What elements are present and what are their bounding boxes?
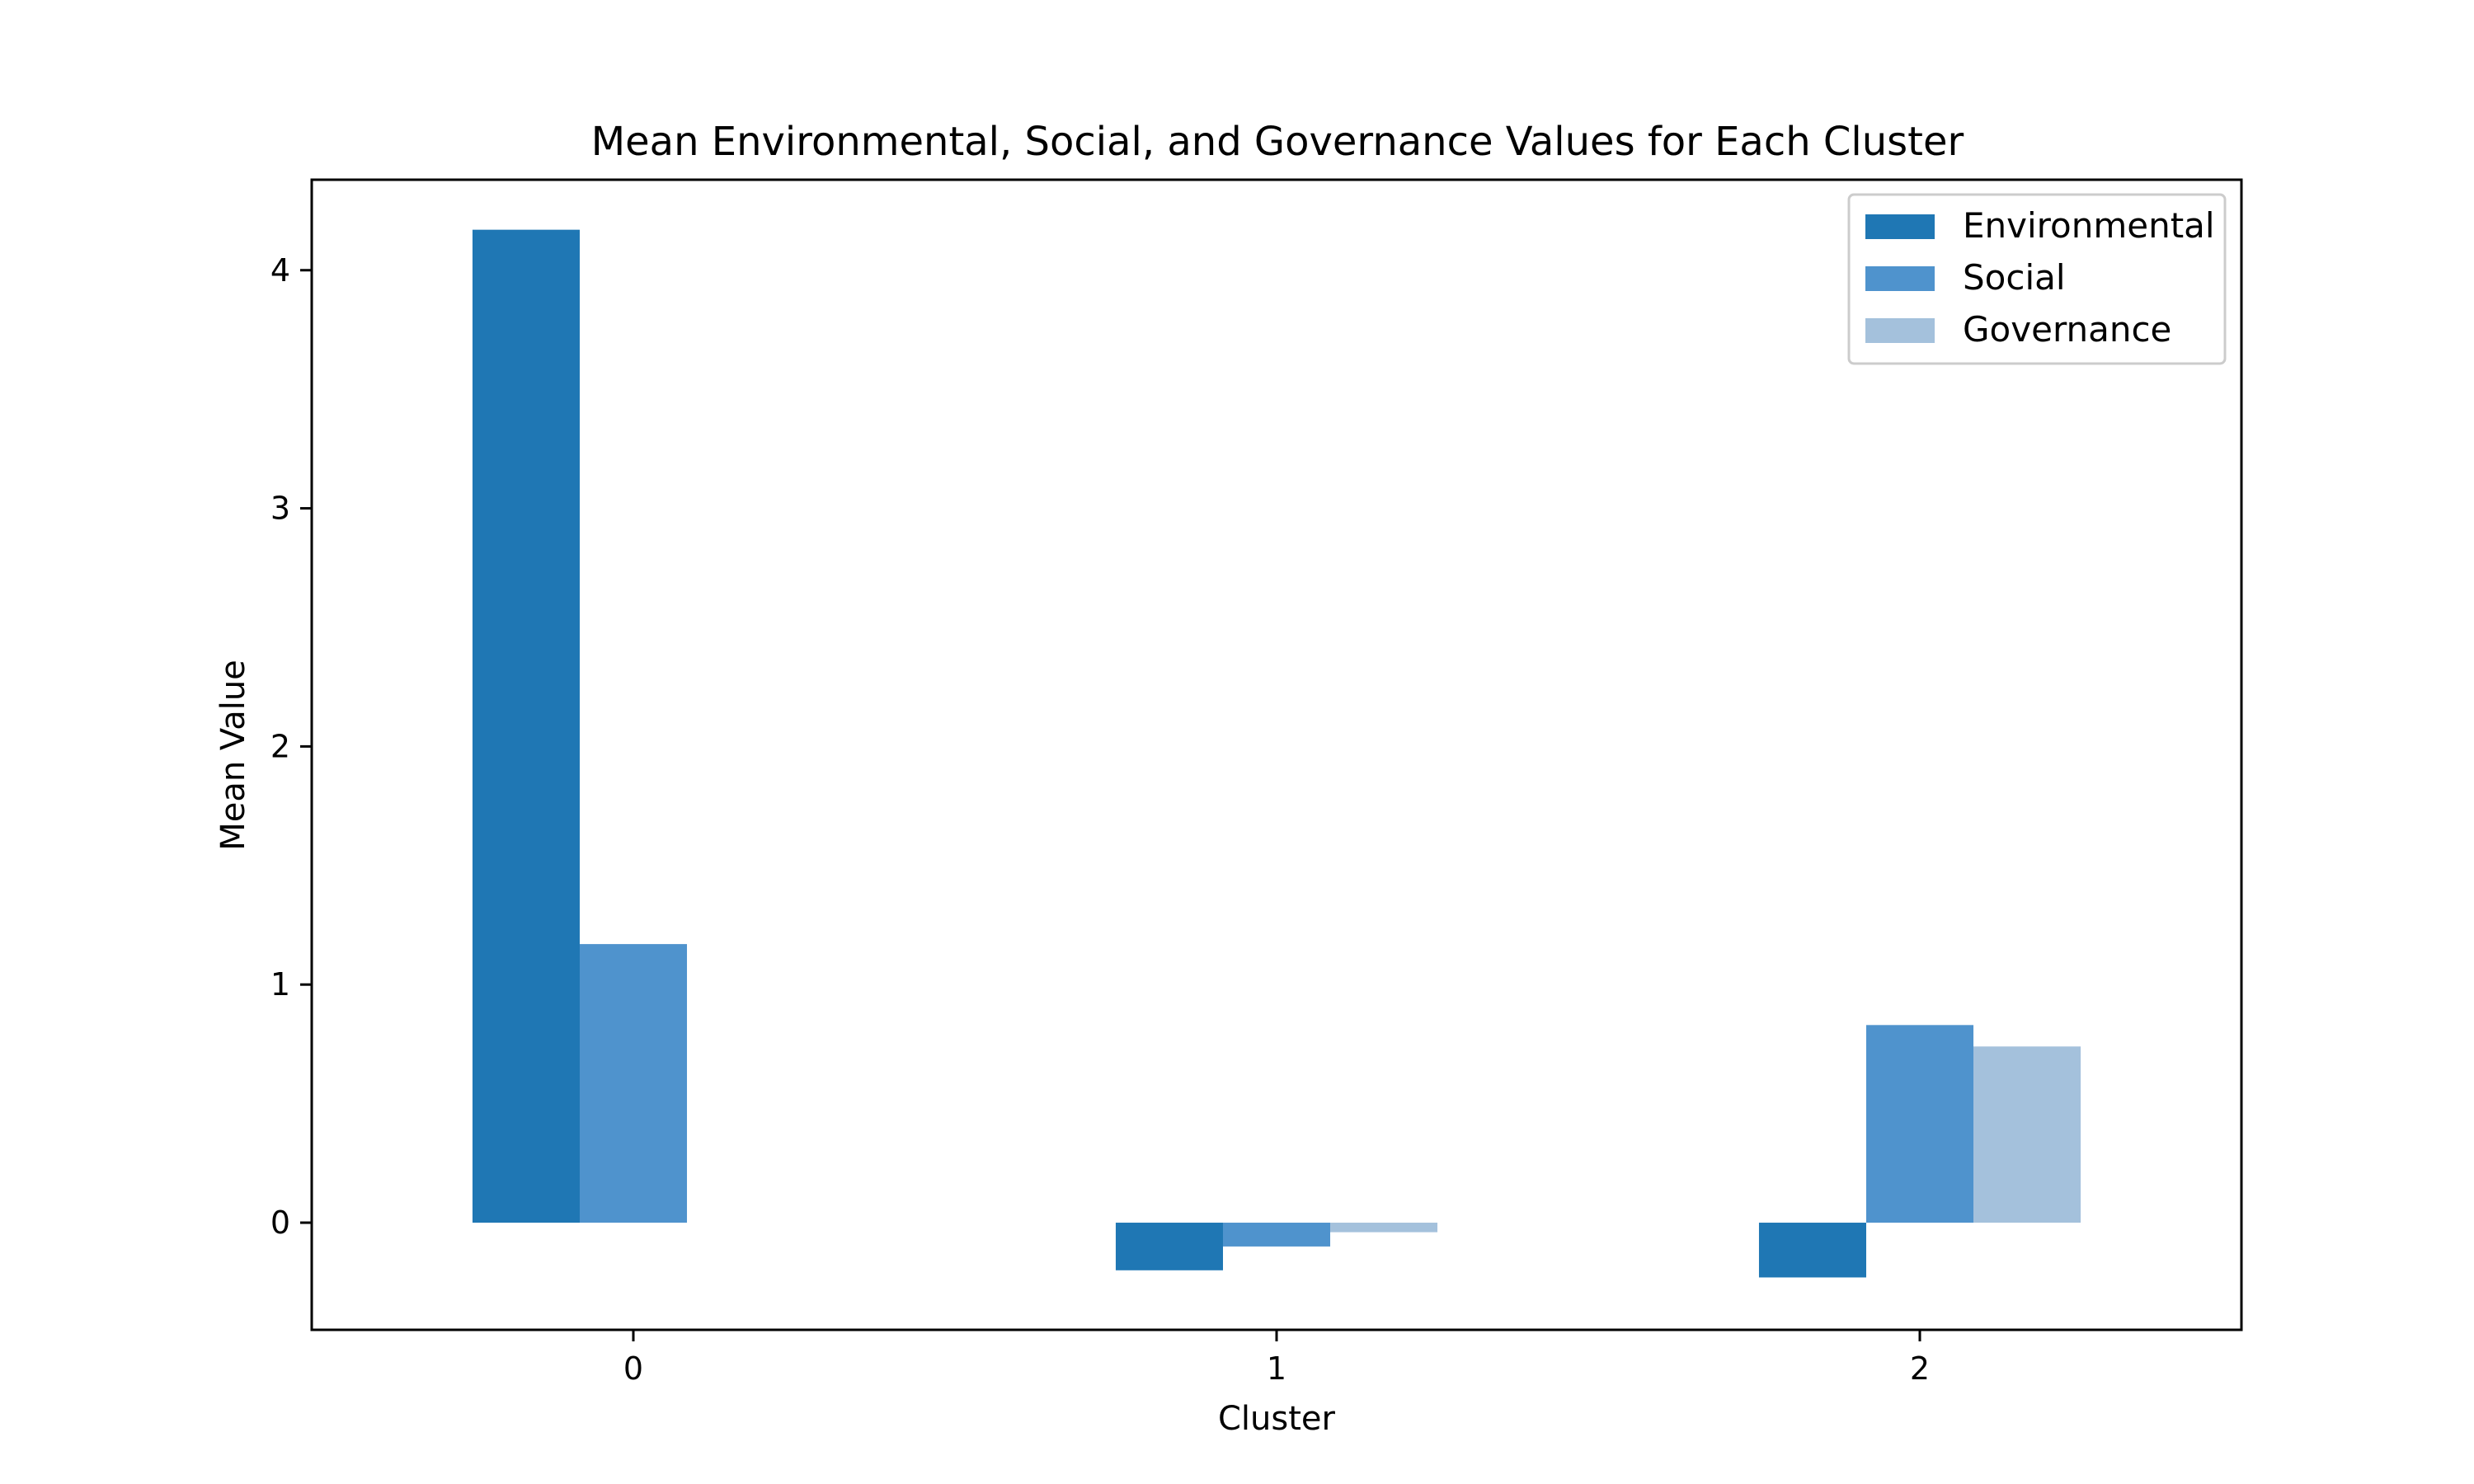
- legend-swatch-environmental: [1865, 214, 1935, 239]
- bar-social-cluster-2: [1865, 1025, 1974, 1223]
- y-tick-label: 4: [270, 252, 290, 289]
- x-tick-label: 2: [1910, 1350, 1930, 1387]
- x-axis-label: Cluster: [1218, 1400, 1336, 1438]
- bar-environmental-cluster-1: [1115, 1223, 1223, 1270]
- legend-swatch-governance: [1865, 318, 1935, 343]
- x-tick-label: 0: [623, 1350, 643, 1387]
- legend: Environmental Social Governance: [1847, 193, 2227, 365]
- legend-label-governance: Governance: [1963, 309, 2171, 350]
- legend-label-environmental: Environmental: [1963, 205, 2215, 246]
- y-axis: 0 1 2 3 4: [270, 252, 312, 1241]
- y-tick-label: 0: [270, 1205, 290, 1241]
- legend-swatch-social: [1865, 266, 1935, 291]
- x-tick-label: 1: [1267, 1350, 1286, 1387]
- y-tick-label: 3: [270, 491, 290, 527]
- x-axis: 0 1 2: [623, 1330, 1930, 1387]
- bar-social-cluster-0: [579, 944, 688, 1223]
- legend-box: [1847, 193, 2227, 365]
- bar-governance-cluster-1: [1330, 1223, 1438, 1233]
- bars: [472, 229, 2081, 1278]
- bar-environmental-cluster-0: [472, 229, 580, 1223]
- bar-social-cluster-1: [1222, 1223, 1331, 1247]
- y-tick-label: 2: [270, 728, 290, 764]
- bar-governance-cluster-2: [1973, 1046, 2081, 1223]
- chart-title: Mean Environmental, Social, and Governan…: [591, 119, 1964, 165]
- legend-label-social: Social: [1963, 257, 2066, 298]
- y-axis-label: Mean Value: [214, 660, 252, 851]
- y-tick-label: 1: [270, 966, 290, 1003]
- bar-environmental-cluster-2: [1758, 1223, 1866, 1278]
